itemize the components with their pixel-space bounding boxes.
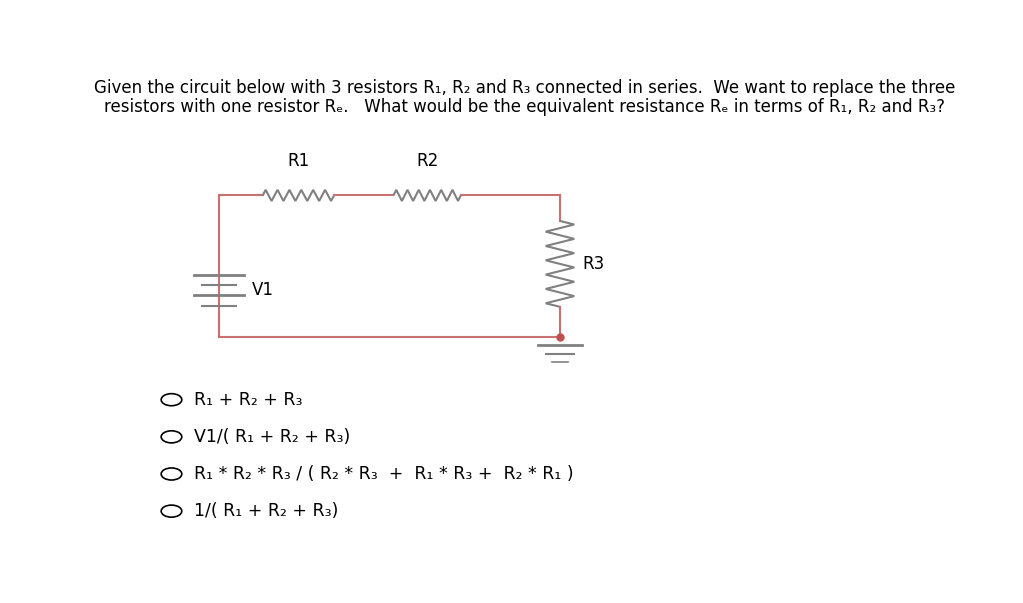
Text: R1: R1	[287, 152, 309, 170]
Text: resistors with one resistor Rₑ.   What would be the equivalent resistance Rₑ in : resistors with one resistor Rₑ. What wou…	[103, 98, 945, 116]
Text: R2: R2	[416, 152, 438, 170]
Text: R₁ * R₂ * R₃ / ( R₂ * R₃  +  R₁ * R₃ +  R₂ * R₁ ): R₁ * R₂ * R₃ / ( R₂ * R₃ + R₁ * R₃ + R₂ …	[193, 465, 573, 483]
Text: R3: R3	[582, 255, 605, 273]
Text: R₁ + R₂ + R₃: R₁ + R₂ + R₃	[193, 391, 302, 409]
Text: 1/( R₁ + R₂ + R₃): 1/( R₁ + R₂ + R₃)	[193, 502, 338, 520]
Text: V1: V1	[253, 281, 274, 299]
Text: Given the circuit below with 3 resistors R₁, R₂ and R₃ connected in series.  We : Given the circuit below with 3 resistors…	[93, 80, 955, 97]
Text: V1/( R₁ + R₂ + R₃): V1/( R₁ + R₂ + R₃)	[193, 428, 350, 446]
